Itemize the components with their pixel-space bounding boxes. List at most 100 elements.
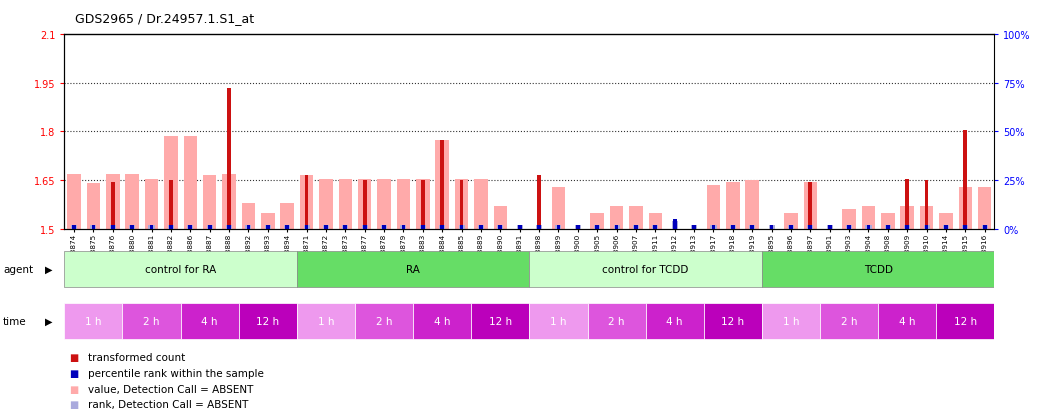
Bar — [111, 182, 114, 229]
Bar — [904, 225, 910, 229]
Text: 12 h: 12 h — [954, 316, 977, 326]
Bar — [646, 304, 704, 339]
Bar — [963, 225, 967, 229]
Bar — [131, 225, 134, 229]
Bar — [460, 225, 463, 229]
Bar — [64, 252, 297, 287]
Bar — [245, 225, 251, 229]
Text: 4 h: 4 h — [899, 316, 916, 326]
Bar — [266, 225, 270, 229]
Bar — [474, 179, 488, 229]
Bar — [498, 225, 502, 229]
Bar — [122, 304, 181, 339]
Bar — [242, 203, 255, 229]
Bar — [184, 137, 197, 229]
Bar — [691, 225, 698, 229]
Bar — [363, 181, 366, 229]
Bar — [555, 225, 562, 229]
Bar — [749, 225, 756, 229]
Bar — [613, 225, 620, 229]
Bar — [878, 304, 936, 339]
Bar — [726, 182, 740, 229]
Bar — [358, 179, 372, 229]
Bar — [762, 304, 820, 339]
Bar — [181, 304, 239, 339]
Text: RA: RA — [406, 264, 420, 275]
Bar — [576, 225, 579, 229]
Bar — [227, 88, 230, 229]
Bar — [808, 225, 814, 229]
Bar — [300, 176, 313, 229]
Bar — [529, 252, 762, 287]
Bar — [305, 176, 308, 229]
Bar — [925, 225, 928, 229]
Bar — [924, 225, 930, 229]
Bar — [692, 225, 695, 229]
Bar — [459, 225, 465, 229]
Bar — [958, 187, 973, 229]
Bar — [227, 225, 230, 229]
Bar — [803, 182, 817, 229]
Bar — [419, 225, 426, 229]
Bar — [575, 225, 581, 229]
Bar — [943, 225, 949, 229]
Bar — [962, 225, 968, 229]
Bar — [905, 225, 909, 229]
Text: GDS2965 / Dr.24957.1.S1_at: GDS2965 / Dr.24957.1.S1_at — [75, 12, 254, 25]
Bar — [842, 210, 856, 229]
Text: 2 h: 2 h — [376, 316, 392, 326]
Bar — [338, 179, 352, 229]
Text: time: time — [3, 316, 27, 326]
Bar — [551, 187, 566, 229]
Text: ■: ■ — [70, 368, 79, 378]
Bar — [297, 252, 529, 287]
Bar — [784, 213, 798, 229]
Bar — [355, 304, 413, 339]
Text: 2 h: 2 h — [608, 316, 625, 326]
Bar — [750, 225, 754, 229]
Bar — [222, 174, 236, 229]
Bar — [67, 174, 81, 229]
Bar — [588, 304, 646, 339]
Bar — [847, 225, 851, 229]
Bar — [324, 225, 328, 229]
Bar — [164, 137, 177, 229]
Bar — [144, 179, 159, 229]
Text: 1 h: 1 h — [550, 316, 567, 326]
Bar — [111, 225, 114, 229]
Text: control for RA: control for RA — [145, 264, 216, 275]
Bar — [440, 140, 444, 229]
Bar — [672, 221, 678, 229]
Bar — [556, 225, 561, 229]
Bar — [629, 206, 643, 229]
Bar — [187, 225, 193, 229]
Text: ■: ■ — [70, 352, 79, 362]
Bar — [820, 304, 878, 339]
Bar — [455, 179, 468, 229]
Bar — [538, 176, 541, 229]
Bar — [809, 182, 812, 229]
Bar — [421, 225, 425, 229]
Bar — [978, 187, 991, 229]
Text: ■: ■ — [70, 384, 79, 394]
Bar — [382, 225, 386, 229]
Bar — [297, 304, 355, 339]
Bar — [460, 181, 463, 229]
Bar — [881, 213, 895, 229]
Text: 12 h: 12 h — [489, 316, 512, 326]
Bar — [538, 225, 541, 229]
Bar — [862, 206, 875, 229]
Bar — [518, 225, 521, 229]
Bar — [945, 225, 948, 229]
Text: agent: agent — [3, 264, 33, 275]
Bar — [169, 181, 172, 229]
Bar — [591, 213, 604, 229]
Text: 12 h: 12 h — [256, 316, 279, 326]
Bar — [788, 225, 794, 229]
Bar — [91, 225, 95, 229]
Bar — [497, 225, 503, 229]
Bar — [148, 225, 155, 229]
Bar — [609, 206, 624, 229]
Bar — [207, 225, 213, 229]
Bar — [846, 225, 852, 229]
